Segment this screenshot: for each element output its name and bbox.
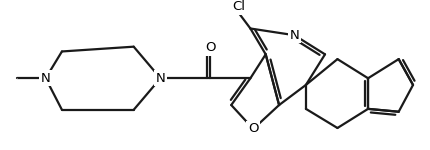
Text: N: N [16,78,18,79]
Text: Cl: Cl [233,0,246,13]
Text: N: N [156,72,166,85]
Text: O: O [248,122,258,135]
Text: O: O [205,41,215,54]
Text: N: N [41,72,51,85]
Text: N: N [289,29,299,42]
